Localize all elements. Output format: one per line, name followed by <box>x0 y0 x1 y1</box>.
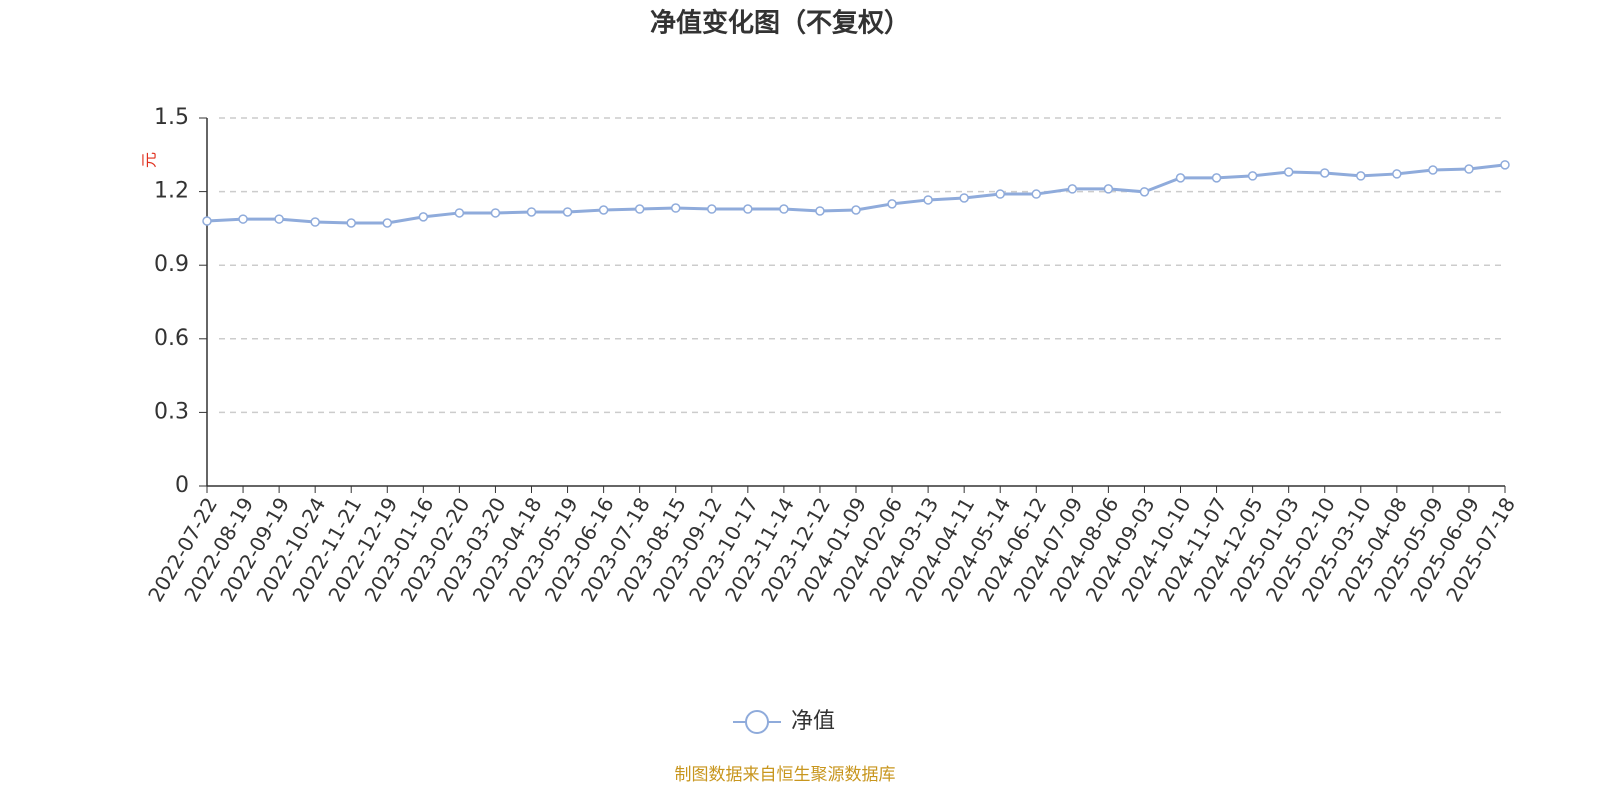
data-point <box>1031 189 1042 199</box>
y-tick-label: 0.3 <box>154 399 189 424</box>
legend-marker <box>745 710 769 734</box>
data-point <box>598 205 609 215</box>
data-point <box>382 218 393 228</box>
y-tick-label: 1.5 <box>154 105 189 130</box>
data-point <box>1428 165 1438 175</box>
data-point <box>562 207 573 217</box>
legend-label: 净值 <box>791 709 835 734</box>
data-point <box>1500 160 1510 170</box>
data-point <box>1356 171 1366 181</box>
data-point <box>1392 169 1402 179</box>
data-point <box>887 199 897 209</box>
y-axis-label: 元 <box>140 152 159 168</box>
data-point <box>1139 187 1150 197</box>
data-point <box>346 218 356 228</box>
data-point <box>418 212 429 222</box>
data-point <box>851 205 861 215</box>
source-note: 制图数据来自恒生聚源数据库 <box>675 765 896 785</box>
y-tick-label: 1.2 <box>154 179 189 204</box>
data-point <box>634 204 645 214</box>
data-point <box>490 208 501 218</box>
data-point <box>526 207 537 217</box>
data-point <box>1319 168 1330 178</box>
data-point <box>995 189 1005 199</box>
data-point <box>1211 173 1222 183</box>
data-point <box>815 206 825 216</box>
data-point <box>1175 173 1186 183</box>
data-point <box>707 204 717 214</box>
data-point <box>202 216 212 226</box>
data-point <box>1464 164 1474 174</box>
data-point <box>274 214 284 224</box>
y-tick-label: 0 <box>175 473 189 498</box>
data-point <box>1283 167 1294 177</box>
data-point <box>238 214 248 224</box>
data-point <box>454 208 465 218</box>
data-point <box>959 193 969 203</box>
data-point <box>1067 184 1078 194</box>
data-point <box>1103 184 1114 194</box>
data-point <box>923 195 933 205</box>
data-point <box>310 217 320 227</box>
chart-title: 净值变化图（不复权） <box>650 8 910 39</box>
data-point <box>743 204 753 214</box>
data-point <box>670 203 681 213</box>
data-point <box>1247 171 1258 181</box>
y-tick-label: 0.6 <box>154 326 189 351</box>
y-tick-label: 0.9 <box>154 252 189 277</box>
data-point <box>779 204 789 214</box>
